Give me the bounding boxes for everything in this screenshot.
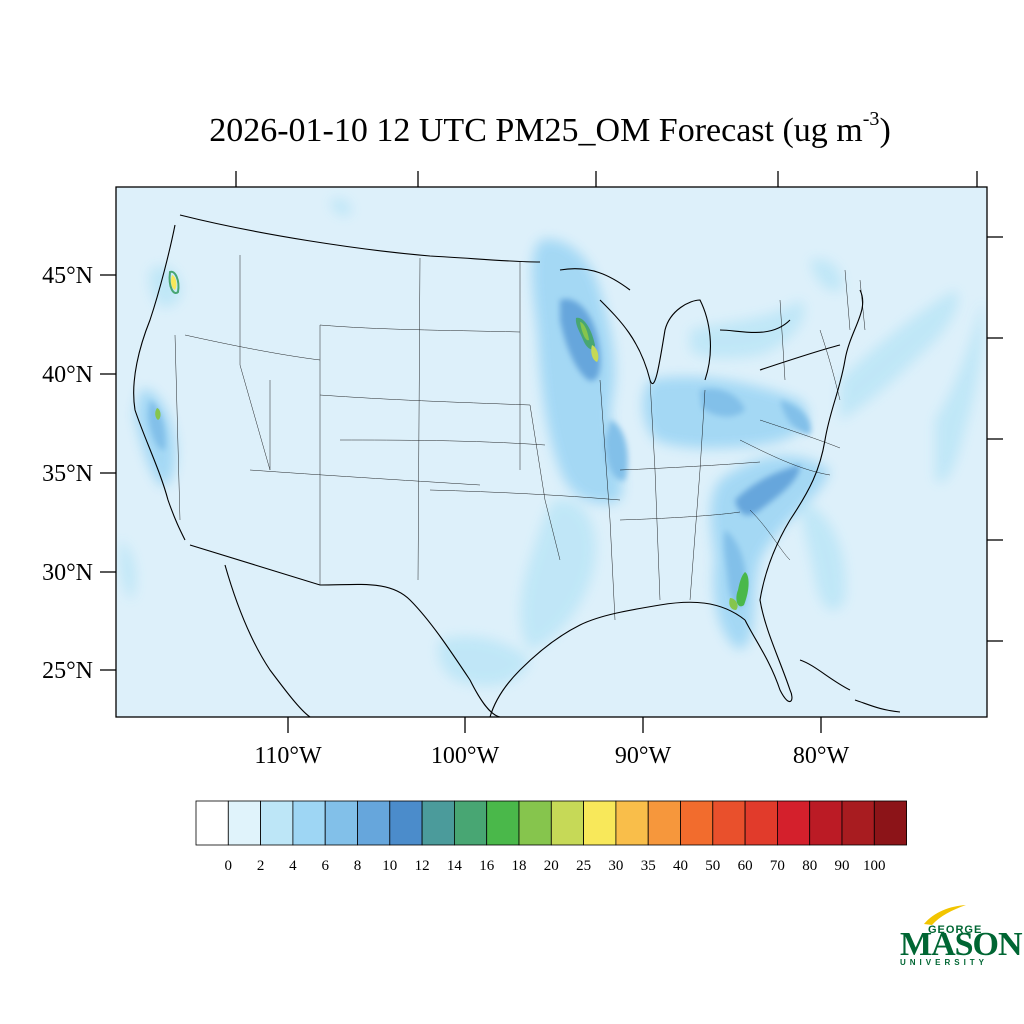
colorbar-swatch xyxy=(292,800,326,846)
colorbar-swatch xyxy=(260,800,294,846)
lon-label-90: 90°W xyxy=(615,743,672,769)
colorbar-level-label: 4 xyxy=(289,858,297,874)
colorbar-swatch xyxy=(680,800,714,846)
colorbar-level-label: 20 xyxy=(544,858,559,874)
logo-line-university: UNIVERSITY xyxy=(900,958,989,967)
colorbar-swatch xyxy=(777,800,811,846)
colorbar-swatch xyxy=(195,800,229,846)
lat-label-30: 30°N xyxy=(42,560,93,586)
title-superscript: -3 xyxy=(862,108,880,130)
colorbar-level-label: 16 xyxy=(479,858,495,874)
colorbar-level-label: 0 xyxy=(225,858,233,874)
top-ticks xyxy=(235,171,978,187)
colorbar-swatch xyxy=(841,800,875,846)
colorbar-level-label: 40 xyxy=(673,858,688,874)
lon-label-110: 110°W xyxy=(254,743,322,769)
colorbar-level-label: 25 xyxy=(576,858,591,874)
colorbar-level-label: 30 xyxy=(608,858,623,874)
lat-label-35: 35°N xyxy=(42,461,93,487)
colorbar-level-label: 90 xyxy=(835,858,850,874)
lat-label-25: 25°N xyxy=(42,658,93,684)
colorbar: 0 2 4 6 8 10 12 14 16 18 20 25 30 35 40 50 60 70 80 90 100 xyxy=(195,800,907,874)
logo-swoosh-icon xyxy=(924,905,966,925)
colorbar-swatch xyxy=(357,800,391,846)
colorbar-swatch xyxy=(809,800,843,846)
colorbar-level-label: 8 xyxy=(354,858,362,874)
colorbar-level-label: 18 xyxy=(512,858,527,874)
colorbar-swatch xyxy=(744,800,778,846)
lon-label-80: 80°W xyxy=(793,743,850,769)
colorbar-level-label: 12 xyxy=(415,858,430,874)
logo-line-george: GEORGE xyxy=(928,924,983,936)
colorbar-level-label: 100 xyxy=(863,858,886,874)
bottom-ticks xyxy=(287,717,822,733)
state-boundaries xyxy=(174,255,866,621)
coastlines xyxy=(133,214,901,717)
colorbar-swatch xyxy=(421,800,455,846)
colorbar-level-label: 80 xyxy=(802,858,817,874)
logo-line-mason: MASON xyxy=(900,926,1023,963)
colorbar-swatch xyxy=(389,800,423,846)
colorbar-swatch xyxy=(227,800,262,846)
colorbar-swatch xyxy=(324,800,358,846)
colorbar-swatch xyxy=(583,800,617,846)
colorbar-level-label: 70 xyxy=(770,858,785,874)
colorbar-swatch xyxy=(518,800,552,846)
colorbar-level-label: 10 xyxy=(382,858,397,874)
lon-label-100: 100°W xyxy=(431,743,500,769)
colorbar-level-label: 2 xyxy=(257,858,265,874)
colorbar-level-label: 35 xyxy=(641,858,656,874)
colorbar-swatch xyxy=(615,800,649,846)
concentration-field xyxy=(119,198,984,717)
lat-label-45: 45°N xyxy=(42,263,93,289)
gmu-logo: GEORGE MASON UNIVERSITY xyxy=(898,904,1023,970)
colorbar-swatch xyxy=(453,800,488,846)
colorbar-swatch xyxy=(486,800,520,846)
title-close: ) xyxy=(879,112,891,149)
colorbar-level-label: 14 xyxy=(447,858,463,874)
title-text: 2026-01-10 12 UTC PM25_OM Forecast (ug m xyxy=(209,112,863,149)
colorbar-level-label: 60 xyxy=(738,858,753,874)
right-ticks xyxy=(987,236,1003,642)
colorbar-swatch xyxy=(550,800,584,846)
colorbar-swatch xyxy=(873,800,907,846)
page-title: 2026-01-10 12 UTC PM25_OM Forecast (ug m… xyxy=(0,108,1024,150)
colorbar-swatch xyxy=(712,800,746,846)
lat-label-40: 40°N xyxy=(42,362,93,388)
left-ticks xyxy=(100,274,116,671)
colorbar-swatch xyxy=(647,800,681,846)
colorbar-level-label: 50 xyxy=(705,858,720,874)
colorbar-level-label: 6 xyxy=(321,858,329,874)
map-frame xyxy=(115,186,988,718)
